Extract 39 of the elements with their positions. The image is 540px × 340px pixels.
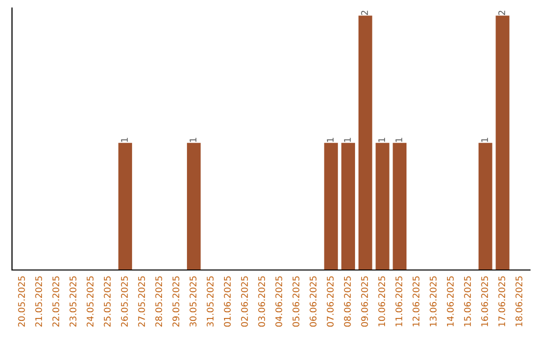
data-label: 1	[121, 138, 128, 142]
x-tick-label: 31.05.2025	[206, 276, 214, 327]
x-tick-label: 12.06.2025	[412, 276, 420, 326]
x-tick-label: 22.05.2025	[52, 276, 60, 327]
x-tick-label: 23.05.2025	[70, 276, 76, 327]
x-tick-label: 15.06.2025	[464, 276, 471, 326]
data-label: 2	[498, 10, 506, 15]
x-tick-label: 30.05.2025	[190, 276, 196, 327]
x-tick-label: 18.06.2025	[516, 276, 522, 326]
x-tick-label: 08.06.2025	[344, 276, 351, 327]
x-tick-label: 20.05.2025	[18, 276, 25, 327]
x-tick-label: 02.06.2025	[241, 276, 248, 327]
x-tick-label: 21.05.2025	[35, 276, 42, 327]
x-tick-label: 10.06.2025	[378, 276, 386, 326]
data-label: 1	[396, 138, 402, 142]
x-tick-label: 25.05.2025	[104, 276, 111, 327]
x-tick-label: 24.05.2025	[86, 276, 94, 327]
data-label: 1	[190, 138, 196, 142]
data-label: 1	[481, 138, 488, 142]
x-tick-label: 01.06.2025	[224, 276, 231, 327]
data-label: 2	[361, 10, 368, 15]
x-tick-label: 11.06.2025	[395, 276, 402, 326]
x-tick-label: 17.06.2025	[498, 276, 506, 326]
x-tick-label: 04.06.2025	[275, 276, 282, 327]
x-tick-label: 09.06.2025	[361, 276, 368, 327]
x-tick-label: 06.06.2025	[310, 276, 316, 327]
x-tick-label: 28.05.2025	[155, 276, 162, 327]
x-tick-label: 13.06.2025	[430, 276, 437, 326]
x-tick-label: 26.05.2025	[120, 276, 128, 327]
data-label: 1	[344, 138, 351, 142]
x-tick-label: 16.06.2025	[481, 276, 488, 326]
x-tick-label: 03.06.2025	[258, 276, 266, 327]
x-tick-label: 05.06.2025	[292, 276, 300, 327]
x-tick-label: 07.06.2025	[326, 276, 334, 327]
x-tick-label: 27.05.2025	[138, 276, 145, 327]
data-label: 1	[378, 138, 385, 142]
data-label: 1	[326, 138, 334, 142]
x-tick-label: 29.05.2025	[172, 276, 180, 327]
x-tick-label: 14.06.2025	[446, 276, 454, 326]
